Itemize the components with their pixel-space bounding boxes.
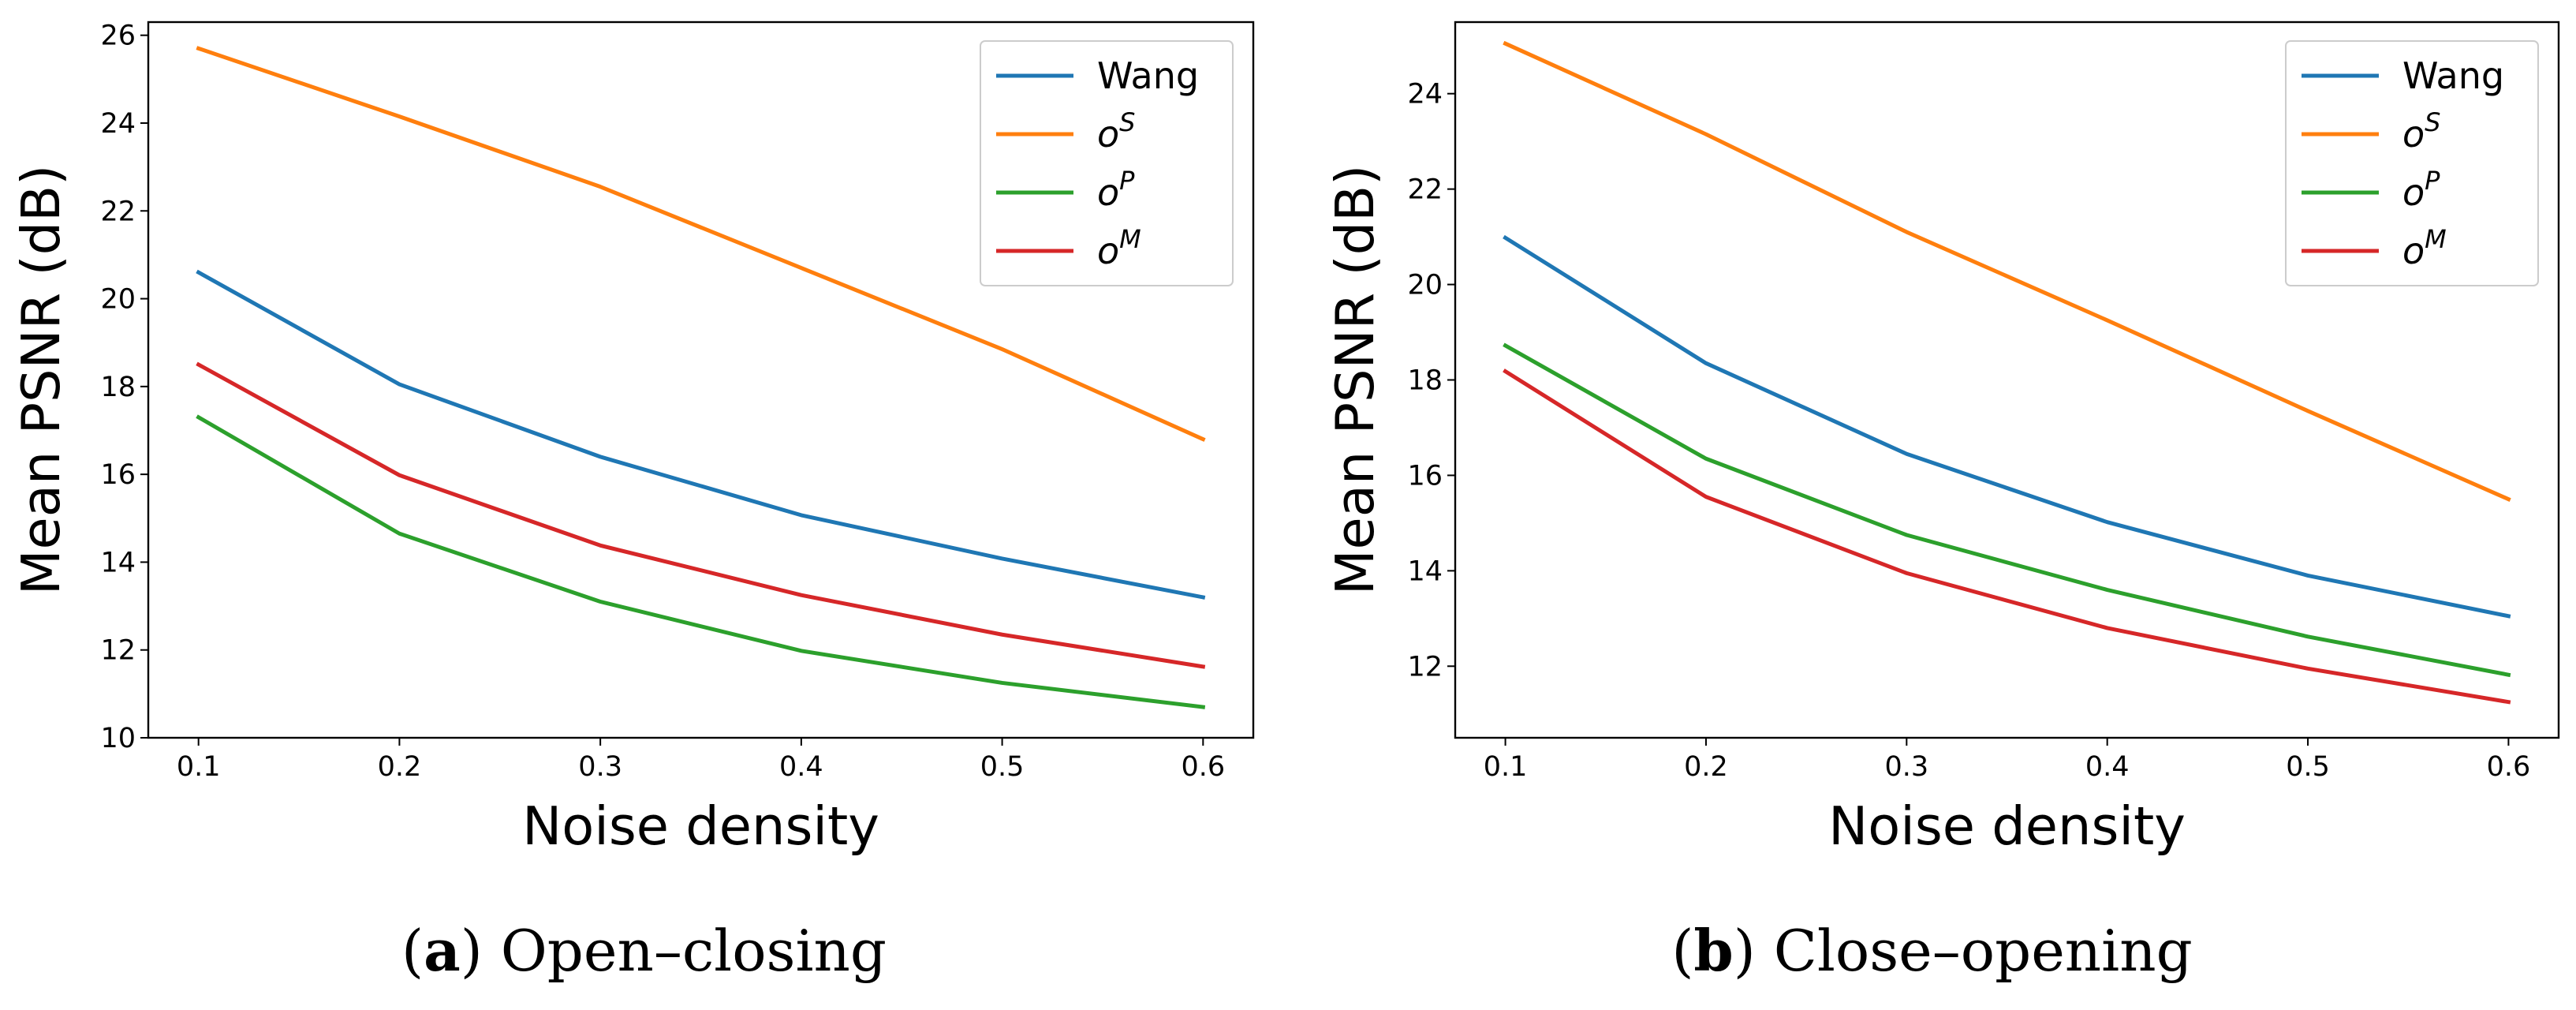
- chart-0-xtick-label: 0.6: [1181, 751, 1225, 783]
- chart-1-legend-label-base: o: [2402, 171, 2425, 214]
- chart-1-ytick-label: 18: [1407, 365, 1443, 397]
- chart-0-ytick-label: 10: [100, 723, 136, 754]
- chart-1-legend-label-base: o: [2402, 230, 2425, 272]
- chart-0-legend-label-oM: oM: [1097, 224, 1141, 272]
- chart-b-svg: 0.1 0.2 0.3 0.4 0.5 0.6 12 14 16 18 20 22 24 Noise de…: [1324, 21, 2560, 857]
- chart-0-legend-label-base: o: [1097, 171, 1119, 214]
- chart-0-legend-label-sup: S: [1119, 107, 1135, 137]
- chart-0-ytick-label: 18: [100, 372, 136, 403]
- chart-1-ytick-label: 14: [1407, 556, 1443, 587]
- chart-0-legend-label-Wang: Wang: [1097, 54, 1199, 97]
- chart-0-xtick-label: 0.5: [980, 751, 1025, 783]
- chart-0-legend-label-sup: P: [1119, 166, 1135, 196]
- caption-b-text: Close–opening: [1773, 918, 2193, 984]
- chart-1-xtick-label: 0.4: [2085, 751, 2130, 783]
- chart-0-ytick-label: 14: [100, 547, 136, 578]
- caption-b: (b) Close–opening: [1671, 917, 2193, 984]
- chart-1-legend-label-sup: M: [2425, 224, 2447, 254]
- chart-a-svg: 0.1 0.2 0.3 0.4 0.5 0.6 10 12 14 16 18 20 22 24 26 Nois…: [10, 21, 1255, 857]
- chart-1-series-oP-line: [1503, 342, 2511, 678]
- chart-0-xtick-label: 0.4: [779, 751, 823, 783]
- chart-0-ytick-label: 24: [100, 108, 136, 140]
- chart-0-series-oS-line: [196, 46, 1206, 442]
- chart-1-legend-label-oS: oS: [2402, 107, 2440, 155]
- chart-1-xtick-label: 0.6: [2487, 751, 2531, 783]
- chart-0-series-oP-line: [196, 414, 1206, 709]
- chart-0-legend-label-oS: oS: [1097, 107, 1135, 155]
- chart-0-ytick-label: 22: [100, 196, 136, 227]
- chart-0-xlabel: Noise density: [522, 795, 879, 857]
- chart-0-ytick-label: 26: [100, 21, 136, 52]
- chart-0-xtick-label: 0.2: [378, 751, 422, 783]
- chart-1-ytick-label: 20: [1407, 270, 1443, 301]
- caption-a-text: Open–closing: [500, 918, 887, 984]
- chart-1-ytick-label: 22: [1407, 174, 1443, 206]
- chart-1-ytick-label: 12: [1407, 651, 1443, 683]
- chart-1-xtick-label: 0.3: [1884, 751, 1928, 783]
- chart-1-xtick-label: 0.1: [1484, 751, 1528, 783]
- chart-1-series-oM-line: [1503, 368, 2511, 705]
- chart-0-frame: [147, 21, 1255, 739]
- chart-1-legend-label-Wang: Wang: [2402, 54, 2504, 97]
- chart-0-series-oM-line: [196, 361, 1206, 669]
- chart-1-xtick-label: 0.2: [1684, 751, 1728, 783]
- chart-panel-b: 0.1 0.2 0.3 0.4 0.5 0.6 12 14 16 18 20 22 24 Noise de…: [1288, 0, 2576, 1010]
- chart-0-xtick-label: 0.1: [177, 751, 221, 783]
- caption-b-letter: b: [1693, 917, 1734, 984]
- chart-1-legend-label-oM: oM: [2402, 224, 2447, 272]
- chart-0-legend-label-base: o: [1097, 113, 1119, 155]
- chart-1-ytick-label: 16: [1407, 460, 1443, 492]
- chart-0-xtick-label: 0.3: [578, 751, 622, 783]
- chart-1-xtick-label: 0.5: [2286, 751, 2330, 783]
- caption-a: (a) Open–closing: [401, 917, 887, 984]
- chart-1-legend-label-base: o: [2402, 113, 2425, 155]
- chart-1-ylabel: Mean PSNR (dB): [1324, 165, 1386, 596]
- chart-0-ytick-label: 20: [100, 284, 136, 316]
- chart-1-legend-label-sup: P: [2425, 166, 2440, 196]
- caption-a-letter: a: [424, 917, 461, 984]
- chart-0-legend-label-oP: oP: [1097, 166, 1135, 214]
- chart-1-xlabel: Noise density: [1828, 795, 2186, 857]
- chart-0-ytick-label: 12: [100, 635, 136, 667]
- chart-1-legend-box: [2285, 40, 2539, 286]
- chart-0-legend-label-base: o: [1097, 230, 1119, 272]
- chart-panel-a: 0.1 0.2 0.3 0.4 0.5 0.6 10 12 14 16 18 20 22 24 26 Nois…: [10, 21, 1255, 984]
- chart-0-legend-label-sup: M: [1119, 224, 1141, 254]
- chart-1-legend-label-oP: oP: [2402, 166, 2440, 214]
- chart-0-series-Wang-line: [196, 269, 1206, 600]
- chart-0-legend-box: [980, 40, 1234, 286]
- chart-1-series-Wang-line: [1503, 234, 2511, 619]
- chart-0-ytick-label: 16: [100, 459, 136, 491]
- chart-0-ylabel: Mean PSNR (dB): [10, 165, 72, 596]
- chart-1-legend-label-sup: S: [2425, 107, 2440, 137]
- chart-1-ytick-label: 24: [1407, 79, 1443, 110]
- chart-1-series-oS-line: [1503, 40, 2511, 502]
